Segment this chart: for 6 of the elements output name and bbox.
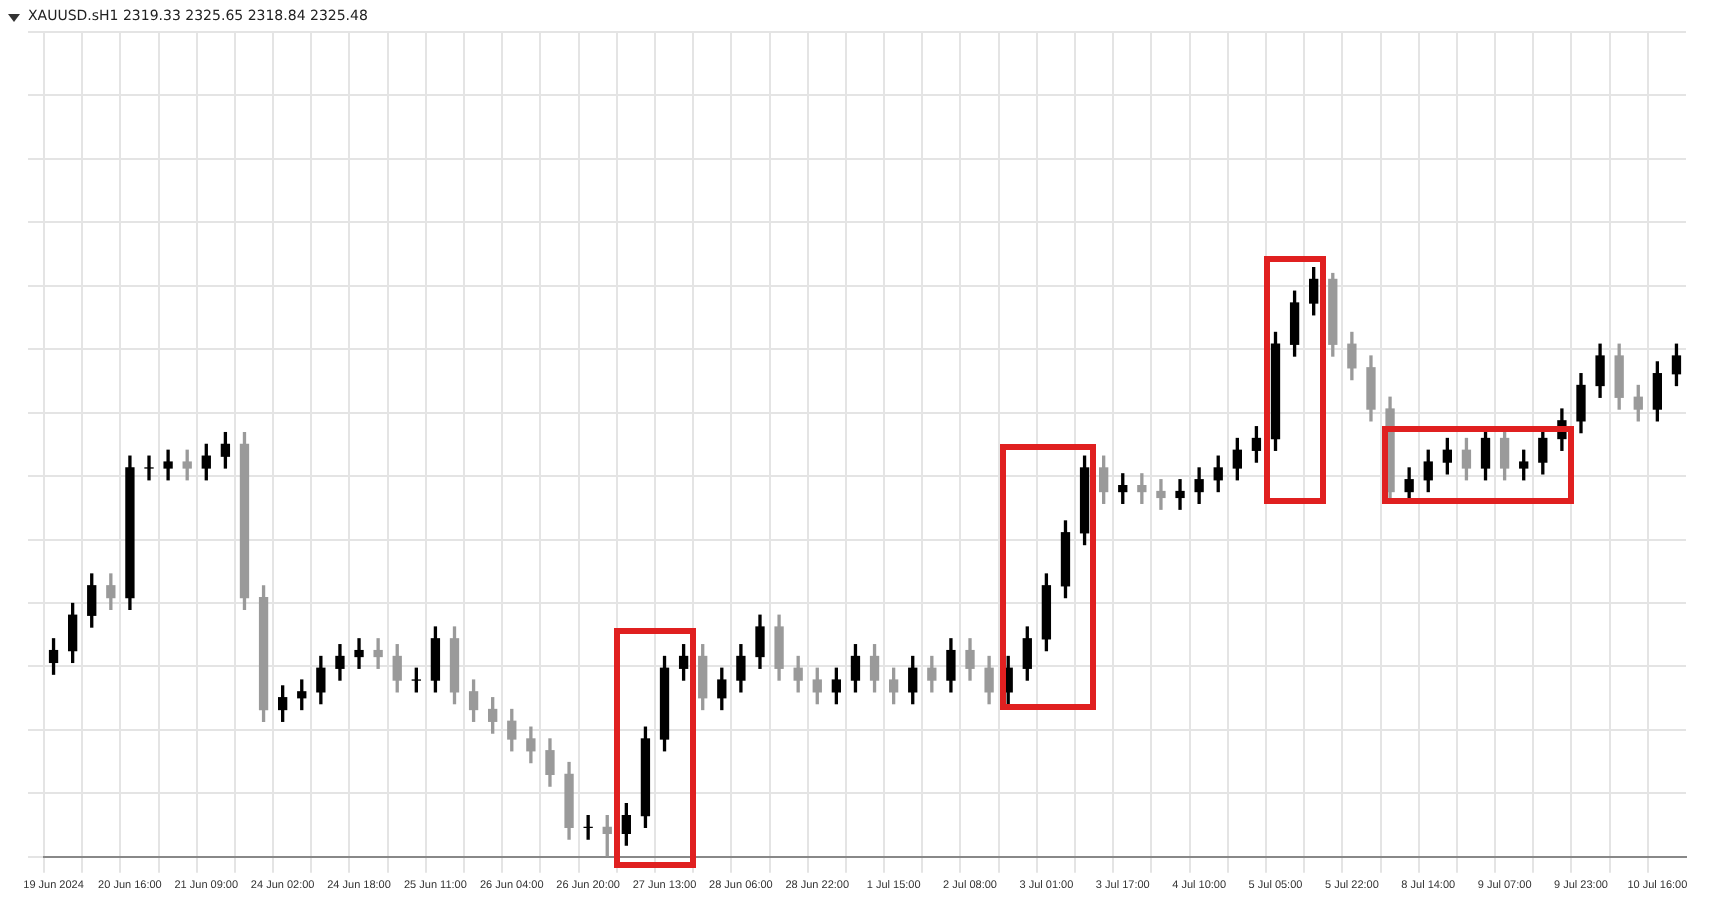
candlestick <box>144 455 154 481</box>
candlestick <box>1137 473 1147 504</box>
candlestick <box>1156 479 1166 510</box>
candlestick <box>373 638 383 669</box>
candlestick <box>354 638 364 669</box>
candlestick <box>1175 479 1185 510</box>
